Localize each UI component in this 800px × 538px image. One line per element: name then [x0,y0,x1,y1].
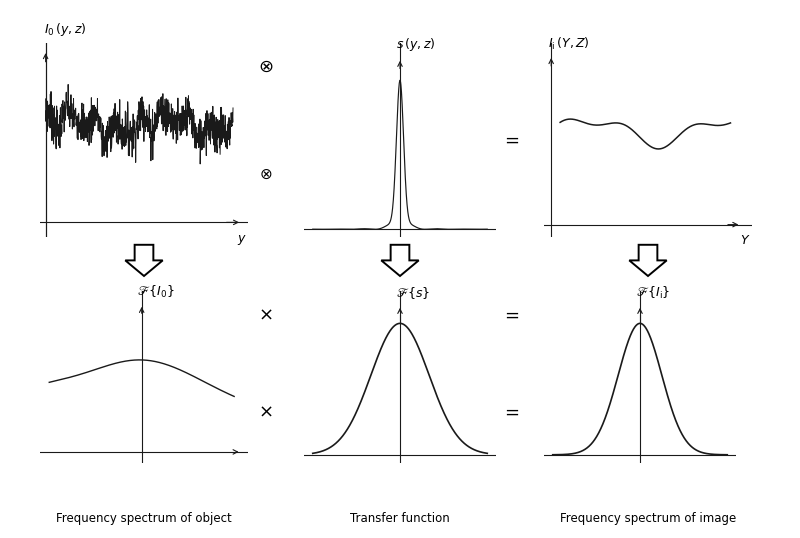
Text: Transfer function: Transfer function [350,512,450,525]
Text: $y$: $y$ [238,233,247,247]
Text: Frequency spectrum of image: Frequency spectrum of image [560,512,736,525]
Text: $\otimes$: $\otimes$ [258,58,274,76]
Text: $\mathscr{F}\{I_{\rm i}\}$: $\mathscr{F}\{I_{\rm i}\}$ [636,285,670,301]
Text: $\mathscr{F}\{s\}$: $\mathscr{F}\{s\}$ [396,285,430,301]
Text: $=$: $=$ [501,402,520,421]
Text: $=$: $=$ [501,306,520,324]
Text: $I_{\rm i}\,(Y,Z)$: $I_{\rm i}\,(Y,Z)$ [547,36,590,52]
Text: $=$: $=$ [501,131,520,149]
Text: $\times$: $\times$ [258,402,273,421]
Text: Frequency spectrum of object: Frequency spectrum of object [56,512,232,525]
Text: $\times$: $\times$ [258,306,273,324]
Text: $\mathscr{F}\{I_0\}$: $\mathscr{F}\{I_0\}$ [137,284,174,300]
Text: $I_0\,(y,z)$: $I_0\,(y,z)$ [44,20,86,38]
Text: $Y$: $Y$ [740,233,750,247]
Text: $s\,(y,z)$: $s\,(y,z)$ [396,37,435,53]
Text: $\otimes$: $\otimes$ [259,167,272,182]
